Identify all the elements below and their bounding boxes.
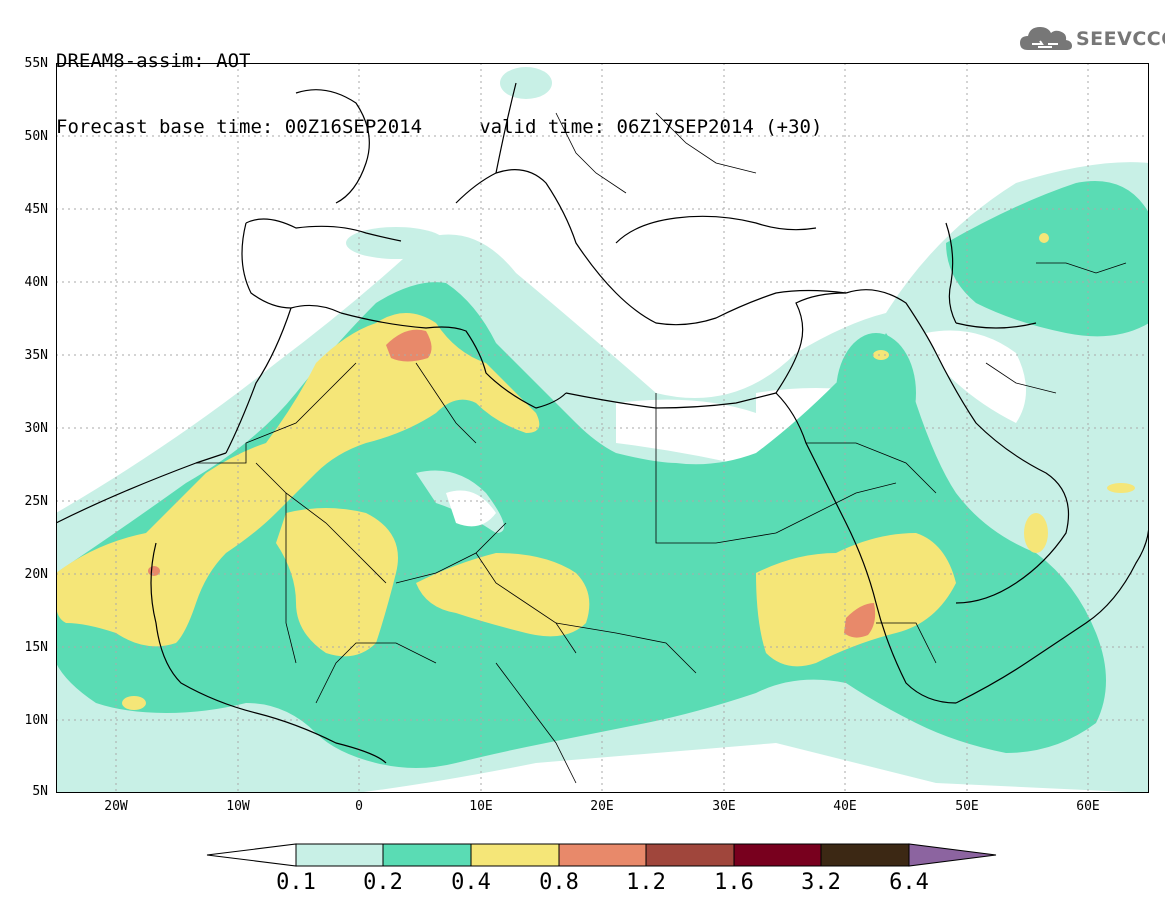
x-tick-label: 50E — [955, 799, 979, 814]
colorbar-label: 0.2 — [363, 870, 403, 895]
cloud-logo-icon — [1020, 27, 1072, 50]
x-tick-label: 30E — [712, 799, 736, 814]
colorbar-label: 3.2 — [801, 870, 841, 895]
y-tick-label: 20N — [24, 567, 48, 582]
map-frame — [56, 63, 1149, 793]
colorbar — [0, 840, 1165, 880]
colorbar-label: 6.4 — [889, 870, 929, 895]
colorbar-bin — [820, 843, 910, 867]
y-tick-label: 30N — [24, 421, 48, 436]
coastlines — [56, 82, 1149, 764]
y-tick-label: 40N — [24, 275, 48, 290]
colorbar-label: 0.4 — [451, 870, 491, 895]
y-tick-label: 55N — [24, 56, 48, 71]
colorbar-label: 0.8 — [539, 870, 579, 895]
aot-clear-inner — [416, 470, 504, 533]
colorbar-label: 1.2 — [626, 870, 666, 895]
y-tick-label: 50N — [24, 129, 48, 144]
colorbar-label: 0.1 — [276, 870, 316, 895]
y-tick-label: 15N — [24, 640, 48, 655]
y-tick-label: 10N — [24, 713, 48, 728]
x-tick-label: 40E — [833, 799, 857, 814]
colorbar-bin — [733, 843, 822, 867]
colorbar-max-arrow — [908, 843, 997, 867]
y-tick-label: 35N — [24, 348, 48, 363]
y-tick-label: 5N — [32, 784, 48, 799]
title-line-2: Forecast base time: 00Z16SEP2014 valid t… — [56, 116, 823, 138]
title-line-1: DREAM8-assim: AOT — [56, 50, 251, 72]
map-grid — [56, 63, 1149, 793]
colorbar-bin — [470, 843, 560, 867]
x-tick-label: 20W — [104, 799, 128, 814]
colorbar-bin — [382, 843, 472, 867]
colorbar-bin — [295, 843, 384, 867]
colorbar-bin — [645, 843, 735, 867]
y-tick-label: 45N — [24, 202, 48, 217]
colorbar-label: 1.6 — [714, 870, 754, 895]
colorbar-min-arrow — [206, 843, 297, 867]
y-tick-label: 25N — [24, 494, 48, 509]
x-tick-label: 10W — [226, 799, 250, 814]
logo-text: SEEVCCC — [1076, 28, 1165, 50]
map-title: DREAM8-assim: AOT Forecast base time: 00… — [56, 6, 822, 160]
x-tick-label: 20E — [590, 799, 614, 814]
country-borders — [196, 112, 1127, 784]
x-tick-label: 0 — [355, 799, 363, 814]
seevccc-logo: SEEVCCC — [1018, 22, 1165, 58]
x-tick-label: 60E — [1076, 799, 1100, 814]
colorbar-bin — [558, 843, 647, 867]
aot-map — [56, 63, 1149, 793]
x-tick-label: 10E — [469, 799, 493, 814]
aot-level-0.4 — [56, 233, 1135, 710]
aot-level-0.8 — [148, 329, 876, 638]
